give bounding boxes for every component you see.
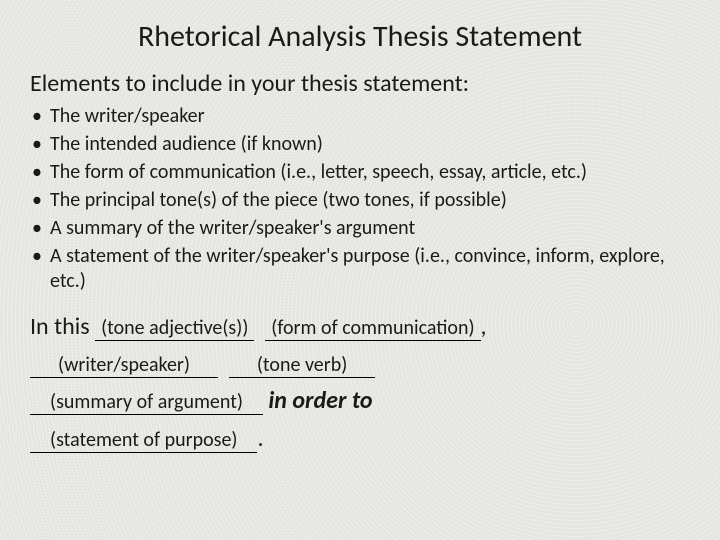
sentence-end: . xyxy=(257,424,263,453)
elements-list: The writer/speaker The intended audience… xyxy=(30,104,690,294)
template-sentence: In this (tone adjective(s)) (form of com… xyxy=(30,308,690,457)
list-item: A statement of the writer/speaker's purp… xyxy=(30,244,690,294)
blank-statement-purpose: (statement of purpose) xyxy=(30,428,257,453)
blank-writer-speaker: (writer/speaker) xyxy=(30,353,218,378)
list-item: The form of communication (i.e., letter,… xyxy=(30,160,690,185)
list-item: The principal tone(s) of the piece (two … xyxy=(30,188,690,213)
blank-tone-adjective: (tone adjective(s)) xyxy=(95,316,254,341)
elements-subtitle: Elements to include in your thesis state… xyxy=(30,69,690,98)
blank-tone-verb: (tone verb) xyxy=(229,353,375,378)
slide-title: Rhetorical Analysis Thesis Statement xyxy=(30,18,690,55)
connector-phrase: in order to xyxy=(268,386,372,415)
template-lead: In this xyxy=(30,312,90,341)
separator-comma: , xyxy=(481,312,487,341)
list-item: The intended audience (if known) xyxy=(30,132,690,157)
blank-summary-argument: (summary of argument) xyxy=(30,390,263,415)
blank-form-communication: (form of communication) xyxy=(265,316,480,341)
list-item: A summary of the writer/speaker's argume… xyxy=(30,216,690,241)
list-item: The writer/speaker xyxy=(30,104,690,129)
